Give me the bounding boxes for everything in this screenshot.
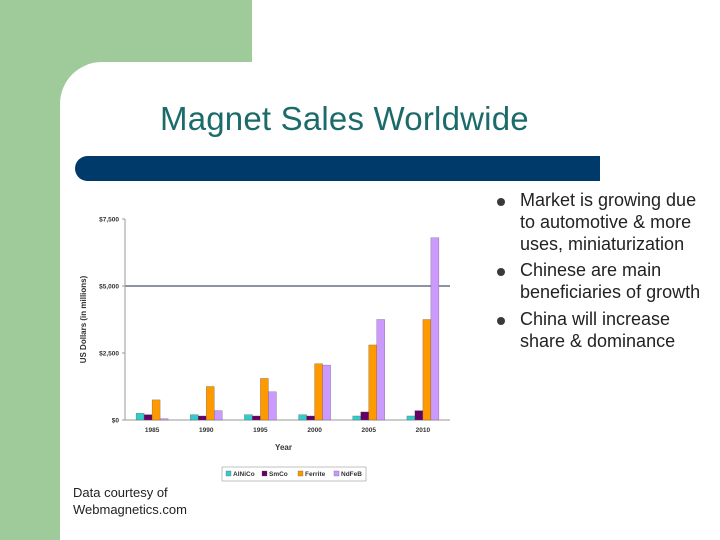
bar bbox=[430, 237, 440, 421]
x-tick-label: 2000 bbox=[307, 427, 322, 434]
y-tick-label: $2,500 bbox=[99, 351, 119, 358]
legend-entry: AlNiCo bbox=[233, 471, 255, 478]
bar bbox=[298, 414, 307, 421]
bullet-text: Market is growing due to automotive & mo… bbox=[520, 190, 697, 254]
bar bbox=[143, 414, 153, 421]
y-tick-label: $0 bbox=[112, 418, 120, 425]
bar bbox=[352, 415, 361, 421]
bar bbox=[206, 386, 215, 421]
bar bbox=[214, 410, 223, 421]
bar bbox=[376, 319, 385, 421]
y-axis-label: US Dollars (in millions) bbox=[79, 275, 88, 363]
bar bbox=[159, 418, 169, 421]
legend-entry: NdFeB bbox=[341, 471, 362, 478]
bar bbox=[260, 378, 269, 421]
bar bbox=[414, 410, 424, 421]
bar bbox=[360, 411, 369, 421]
x-tick-label: 1985 bbox=[145, 427, 160, 434]
x-tick-label: 1990 bbox=[199, 427, 214, 434]
bullet-item: China will increase share & dominance bbox=[496, 309, 711, 353]
content-panel bbox=[60, 62, 720, 540]
slide-title: Magnet Sales Worldwide bbox=[160, 100, 529, 137]
x-tick-label: 1995 bbox=[253, 427, 268, 434]
bullet-dot-icon bbox=[497, 316, 505, 325]
x-tick-label: 2005 bbox=[362, 427, 377, 434]
bullet-item: Market is growing due to automotive & mo… bbox=[496, 190, 711, 255]
data-credit: Data courtesy of Webmagnetics.com bbox=[73, 484, 187, 518]
x-axis-label: Year bbox=[275, 443, 292, 452]
bullet-text: China will increase share & dominance bbox=[520, 308, 676, 351]
bar bbox=[268, 391, 277, 421]
credit-line: Data courtesy of bbox=[73, 485, 168, 500]
bullet-dot-icon bbox=[497, 198, 505, 206]
bar bbox=[314, 363, 323, 421]
legend-swatch bbox=[333, 470, 340, 477]
x-tick-label: 2010 bbox=[416, 427, 431, 434]
legend-swatch bbox=[297, 470, 304, 477]
title-rule-bar bbox=[75, 156, 600, 181]
y-tick-label: $7,500 bbox=[99, 217, 119, 224]
credit-line: Webmagnetics.com bbox=[73, 502, 187, 517]
bullet-text: Chinese are main beneficiaries of growth bbox=[520, 260, 701, 303]
bullet-dot-icon bbox=[497, 268, 505, 277]
bar bbox=[368, 344, 377, 421]
bar bbox=[422, 319, 432, 421]
bar bbox=[306, 415, 315, 421]
legend-entry: Ferrite bbox=[305, 471, 326, 478]
sales-bar-chart: $0 $2,500 $5,000 $7,500 US Dollars (in milli… bbox=[79, 217, 450, 482]
legend-box bbox=[221, 466, 367, 482]
title-area: Magnet Sales Worldwide bbox=[160, 100, 600, 146]
legend-swatch bbox=[261, 470, 268, 477]
bar bbox=[135, 413, 145, 421]
legend-swatch bbox=[225, 470, 232, 477]
bar bbox=[322, 364, 331, 421]
bullet-item: Chinese are main beneficiaries of growth bbox=[496, 260, 711, 304]
bullet-list: Market is growing due to automotive & mo… bbox=[496, 190, 711, 358]
bar bbox=[244, 414, 253, 421]
bar bbox=[151, 399, 161, 421]
bar bbox=[406, 415, 416, 421]
bar bbox=[190, 414, 199, 421]
y-tick-label: $5,000 bbox=[99, 284, 119, 291]
bar bbox=[198, 415, 207, 421]
bar bbox=[252, 415, 261, 421]
legend-entry: SmCo bbox=[269, 471, 288, 478]
